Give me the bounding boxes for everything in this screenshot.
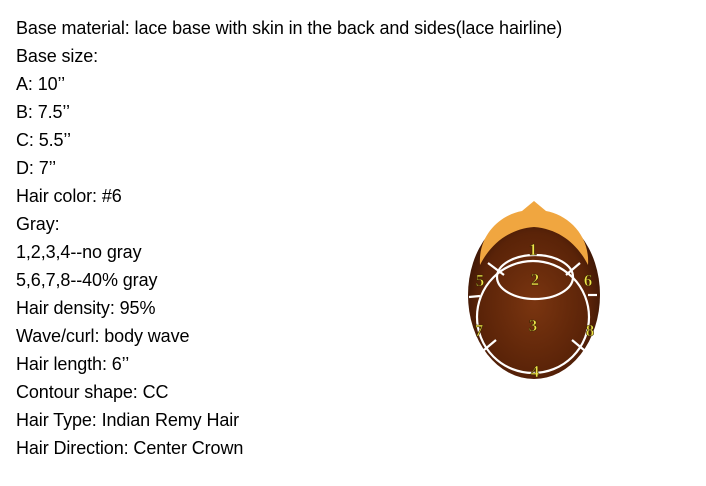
spec-base-size: Base size: [16,46,99,66]
spec-base-material: Base material: lace base with skin in th… [16,18,563,38]
spec-size-d: D: 7’’ [16,158,57,178]
zone-label-2: 2 [531,270,540,289]
zone-label-3: 3 [529,316,538,335]
zone-label-5: 5 [476,271,485,290]
spec-size-c: C: 5.5’’ [16,130,71,150]
spec-list: Base material: lace base with skin in th… [16,14,562,462]
spec-hair-type: Hair Type: Indian Remy Hair [16,410,240,430]
zone-label-6: 6 [584,271,593,290]
zone-label-7: 7 [475,321,484,340]
lace-front [479,201,589,265]
spec-gray-zones-none: 1,2,3,4--no gray [16,242,142,262]
spec-hair-length: Hair length: 6’’ [16,354,130,374]
base-shape [468,211,600,379]
zone-label-4: 4 [531,362,540,381]
spec-hair-direction: Hair Direction: Center Crown [16,438,244,458]
spec-wave-curl: Wave/curl: body wave [16,326,190,346]
zone-label-8: 8 [586,321,595,340]
spec-gray: Gray: [16,214,60,234]
spec-gray-zones-40: 5,6,7,8--40% gray [16,270,158,290]
spec-contour-shape: Contour shape: CC [16,382,169,402]
zone-label-1: 1 [529,240,538,259]
spec-hair-density: Hair density: 95% [16,298,156,318]
spec-hair-color: Hair color: #6 [16,186,122,206]
hair-zone-diagram: 1 2 3 4 5 6 7 8 [468,201,600,381]
zone-lines [468,253,597,375]
spec-size-b: B: 7.5’’ [16,102,70,122]
spec-size-a: A: 10’’ [16,74,66,94]
